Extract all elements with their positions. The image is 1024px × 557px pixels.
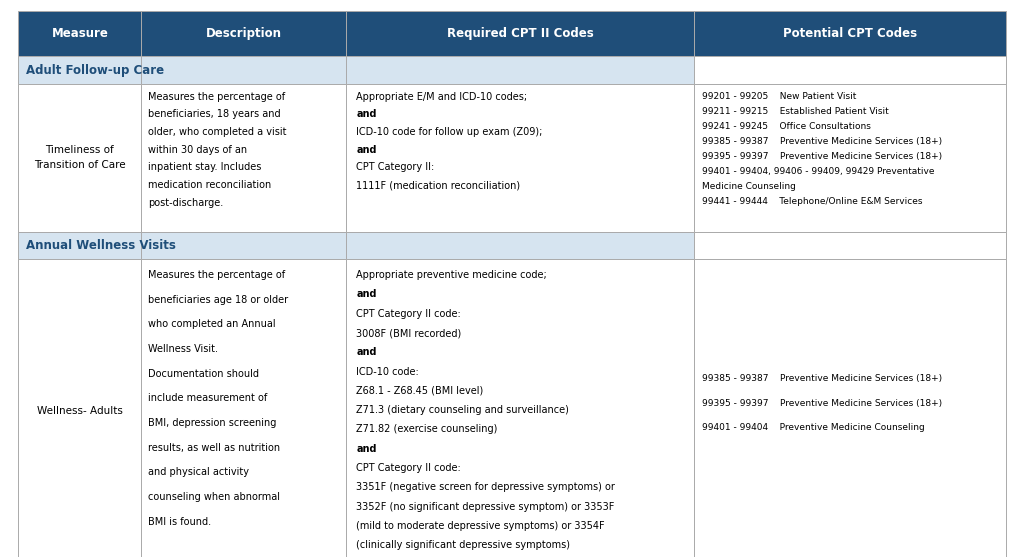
Bar bbox=[141, 11, 346, 56]
Bar bbox=[346, 84, 694, 232]
Text: (mild to moderate depressive symptoms) or 3354F: (mild to moderate depressive symptoms) o… bbox=[356, 521, 605, 531]
Bar bbox=[141, 232, 346, 260]
Text: beneficiaries age 18 or older: beneficiaries age 18 or older bbox=[148, 295, 289, 305]
Bar bbox=[346, 260, 694, 557]
Text: older, who completed a visit: older, who completed a visit bbox=[148, 127, 287, 137]
Text: Z71.82 (exercise counseling): Z71.82 (exercise counseling) bbox=[356, 424, 498, 434]
Text: 99241 - 99245    Office Consultations: 99241 - 99245 Office Consultations bbox=[702, 121, 871, 131]
Text: post-discharge.: post-discharge. bbox=[148, 198, 223, 208]
Text: Appropriate preventive medicine code;: Appropriate preventive medicine code; bbox=[356, 270, 547, 280]
Text: and: and bbox=[356, 145, 377, 155]
Bar bbox=[346, 232, 694, 260]
Text: 3352F (no significant depressive symptom) or 3353F: 3352F (no significant depressive symptom… bbox=[356, 502, 614, 512]
Text: Potential CPT Codes: Potential CPT Codes bbox=[783, 27, 916, 40]
Text: Medicine Counseling: Medicine Counseling bbox=[702, 182, 797, 190]
Bar bbox=[694, 260, 1006, 557]
Text: who completed an Annual: who completed an Annual bbox=[148, 320, 276, 329]
Text: results, as well as nutrition: results, as well as nutrition bbox=[148, 443, 281, 453]
Text: and physical activity: and physical activity bbox=[148, 467, 250, 477]
Text: ICD-10 code:: ICD-10 code: bbox=[356, 367, 419, 377]
Text: 99385 - 99387    Preventive Medicine Services (18+): 99385 - 99387 Preventive Medicine Servic… bbox=[702, 374, 942, 383]
Text: Wellness- Adults: Wellness- Adults bbox=[37, 406, 123, 416]
Bar bbox=[141, 56, 346, 84]
Text: 99441 - 99444    Telephone/Online E&M Services: 99441 - 99444 Telephone/Online E&M Servi… bbox=[702, 197, 923, 206]
Text: Appropriate E/M and ICD-10 codes;: Appropriate E/M and ICD-10 codes; bbox=[356, 92, 527, 102]
Text: counseling when abnormal: counseling when abnormal bbox=[148, 492, 281, 502]
Text: 3008F (BMI recorded): 3008F (BMI recorded) bbox=[356, 328, 462, 338]
Bar bbox=[141, 84, 346, 232]
Text: Adult Follow-up Care: Adult Follow-up Care bbox=[26, 63, 164, 77]
Bar bbox=[18, 232, 141, 260]
Text: Annual Wellness Visits: Annual Wellness Visits bbox=[26, 239, 175, 252]
Text: 99201 - 99205    New Patient Visit: 99201 - 99205 New Patient Visit bbox=[702, 92, 857, 101]
Text: CPT Category II code:: CPT Category II code: bbox=[356, 463, 461, 473]
Text: BMI, depression screening: BMI, depression screening bbox=[148, 418, 276, 428]
Bar bbox=[18, 260, 141, 557]
Bar bbox=[694, 11, 1006, 56]
Text: 99395 - 99397    Preventive Medicine Services (18+): 99395 - 99397 Preventive Medicine Servic… bbox=[702, 398, 942, 408]
Text: Z68.1 - Z68.45 (BMI level): Z68.1 - Z68.45 (BMI level) bbox=[356, 386, 483, 396]
Text: Timeliness of
Transition of Care: Timeliness of Transition of Care bbox=[34, 145, 126, 170]
Text: Description: Description bbox=[206, 27, 282, 40]
Text: 99401 - 99404    Preventive Medicine Counseling: 99401 - 99404 Preventive Medicine Counse… bbox=[702, 423, 926, 432]
Bar bbox=[694, 56, 1006, 84]
Text: and: and bbox=[356, 444, 377, 454]
Text: 3351F (negative screen for depressive symptoms) or: 3351F (negative screen for depressive sy… bbox=[356, 482, 615, 492]
Text: 99211 - 99215    Established Patient Visit: 99211 - 99215 Established Patient Visit bbox=[702, 106, 889, 116]
Text: inpatient stay. Includes: inpatient stay. Includes bbox=[148, 163, 262, 173]
Bar bbox=[346, 56, 694, 84]
Text: Wellness Visit.: Wellness Visit. bbox=[148, 344, 218, 354]
Bar bbox=[141, 260, 346, 557]
Text: (clinically significant depressive symptoms): (clinically significant depressive sympt… bbox=[356, 540, 570, 550]
Bar bbox=[346, 11, 694, 56]
Text: and: and bbox=[356, 290, 377, 300]
Text: beneficiaries, 18 years and: beneficiaries, 18 years and bbox=[148, 109, 282, 119]
Text: Measures the percentage of: Measures the percentage of bbox=[148, 270, 286, 280]
Text: and: and bbox=[356, 348, 377, 358]
Text: Measures the percentage of: Measures the percentage of bbox=[148, 92, 286, 102]
Bar bbox=[18, 84, 141, 232]
Text: 99385 - 99387    Preventive Medicine Services (18+): 99385 - 99387 Preventive Medicine Servic… bbox=[702, 136, 942, 146]
Text: CPT Category II code:: CPT Category II code: bbox=[356, 309, 461, 319]
Text: and: and bbox=[356, 109, 377, 119]
Bar bbox=[18, 56, 141, 84]
Bar bbox=[694, 232, 1006, 260]
Bar bbox=[18, 11, 141, 56]
Text: 99401 - 99404, 99406 - 99409, 99429 Preventative: 99401 - 99404, 99406 - 99409, 99429 Prev… bbox=[702, 167, 935, 175]
Text: BMI is found.: BMI is found. bbox=[148, 517, 212, 527]
Text: within 30 days of an: within 30 days of an bbox=[148, 145, 248, 155]
Text: Documentation should: Documentation should bbox=[148, 369, 259, 379]
Text: include measurement of: include measurement of bbox=[148, 393, 267, 403]
Text: ICD-10 code for follow up exam (Z09);: ICD-10 code for follow up exam (Z09); bbox=[356, 127, 543, 137]
Text: 99395 - 99397    Preventive Medicine Services (18+): 99395 - 99397 Preventive Medicine Servic… bbox=[702, 152, 942, 160]
Text: Measure: Measure bbox=[51, 27, 109, 40]
Text: Required CPT II Codes: Required CPT II Codes bbox=[446, 27, 594, 40]
Text: CPT Category II:: CPT Category II: bbox=[356, 163, 434, 173]
Bar bbox=[694, 84, 1006, 232]
Text: Z71.3 (dietary counseling and surveillance): Z71.3 (dietary counseling and surveillan… bbox=[356, 405, 569, 415]
Text: 1111F (medication reconciliation): 1111F (medication reconciliation) bbox=[356, 180, 520, 190]
Text: medication reconciliation: medication reconciliation bbox=[148, 180, 271, 190]
